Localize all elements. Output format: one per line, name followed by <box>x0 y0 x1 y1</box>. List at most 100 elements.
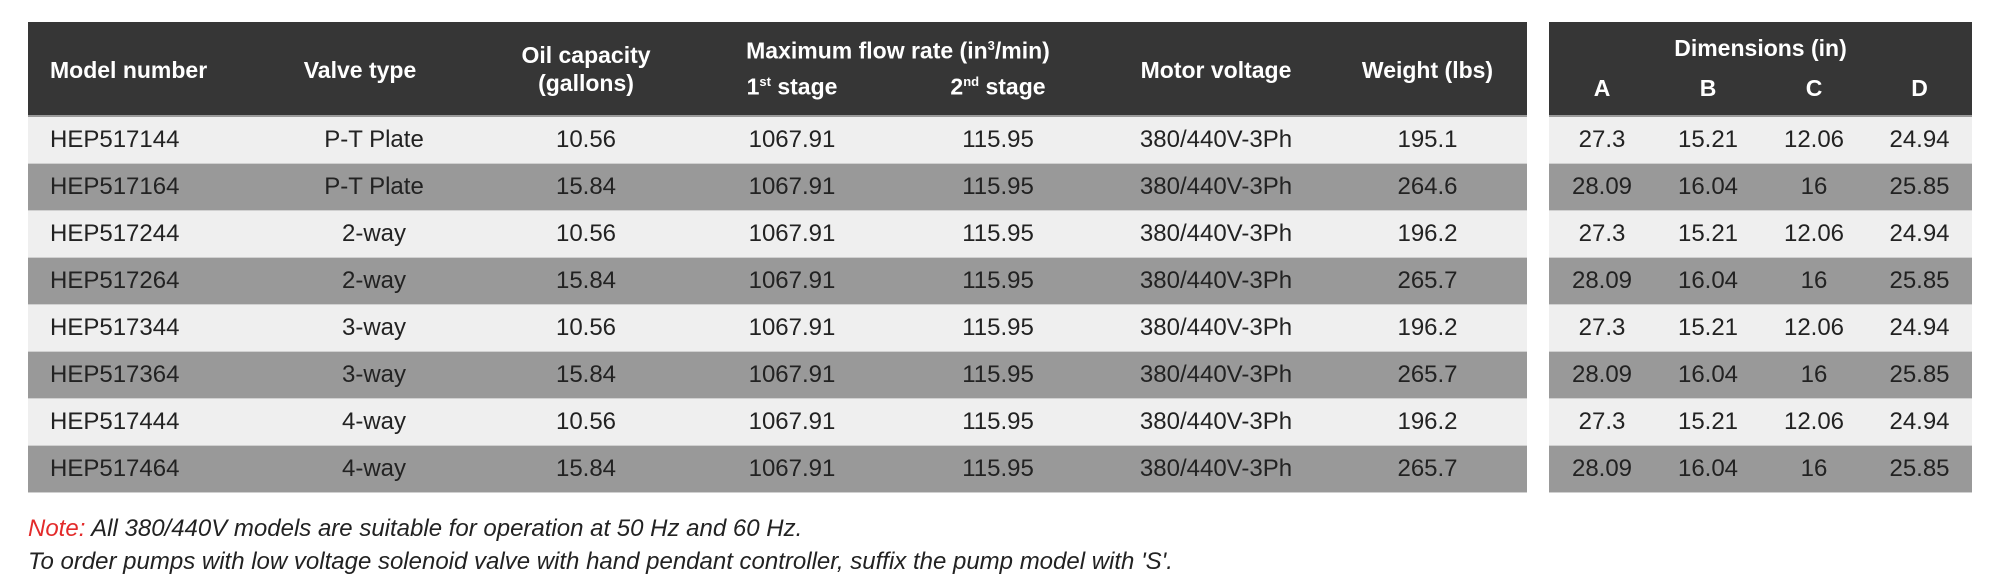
cell-dim-c: 12.06 <box>1783 126 1845 153</box>
cell-valve: 4-way <box>341 455 407 482</box>
dims-row: 28.09 16.04 16 25.85 <box>1549 352 1972 399</box>
cell-valve: 3-way <box>341 314 407 341</box>
cell-motor: 380/440V-3Ph <box>1139 361 1293 388</box>
dims-row: 27.3 15.21 12.06 24.94 <box>1549 211 1972 258</box>
cell-stage2: 115.95 <box>962 126 1034 153</box>
dims-col-d: D <box>1911 75 1928 101</box>
cell-dim-a: 27.3 <box>1578 126 1626 153</box>
cell-stage1: 1067.91 <box>748 267 836 294</box>
table-row: HEP517364 3-way 15.84 1067.91 115.95 380/440V… <box>28 352 1527 399</box>
cell-dim-d: 24.94 <box>1889 314 1950 341</box>
cell-motor: 380/440V-3Ph <box>1139 220 1293 247</box>
cell-model: HEP517244 <box>50 220 180 247</box>
note-line-1: Note: All 380/440V models are suitable f… <box>28 512 1173 545</box>
cell-dim-b: 15.21 <box>1677 126 1739 153</box>
header-model: Model number <box>50 57 208 83</box>
cell-dim-d: 24.94 <box>1889 408 1950 435</box>
dims-col-c: C <box>1805 75 1823 101</box>
table-row: HEP517344 3-way 10.56 1067.91 115.95 380/440V… <box>28 305 1527 352</box>
cell-stage2: 115.95 <box>962 220 1034 247</box>
cell-dim-a: 27.3 <box>1578 220 1626 247</box>
cell-dim-c: 16 <box>1800 361 1828 388</box>
cell-valve: 3-way <box>341 361 407 388</box>
cell-stage1: 1067.91 <box>748 455 836 482</box>
cell-motor: 380/440V-3Ph <box>1139 173 1293 200</box>
cell-stage1: 1067.91 <box>748 220 836 247</box>
cell-oil: 10.56 <box>555 408 617 435</box>
header-stage2: 2nd stage <box>892 68 1104 101</box>
cell-stage2: 115.95 <box>962 314 1034 341</box>
table-row: HEP517244 2-way 10.56 1067.91 115.95 380/440V… <box>28 211 1527 258</box>
cell-dim-b: 15.21 <box>1677 314 1739 341</box>
cell-weight: 196.2 <box>1397 314 1458 341</box>
dims-row: 27.3 15.21 12.06 24.94 <box>1549 305 1972 352</box>
cell-dim-c: 16 <box>1800 267 1828 294</box>
dims-col-b: B <box>1699 75 1717 101</box>
cell-dim-b: 16.04 <box>1677 173 1739 200</box>
cell-dim-a: 28.09 <box>1571 267 1633 294</box>
stage1-num: 1 <box>746 73 760 100</box>
cell-valve: 2-way <box>341 267 407 294</box>
cell-model: HEP517164 <box>50 173 180 200</box>
cell-valve: P-T Plate <box>324 126 424 153</box>
cell-dim-b: 15.21 <box>1677 220 1739 247</box>
cell-stage2: 115.95 <box>962 455 1034 482</box>
stage2-sup: nd <box>963 74 980 89</box>
dims-row: 27.3 15.21 12.06 24.94 <box>1549 399 1972 446</box>
cell-dim-d: 25.85 <box>1889 455 1950 482</box>
cell-stage2: 115.95 <box>962 173 1034 200</box>
header-weight: Weight (lbs) <box>1361 57 1494 83</box>
table-row: HEP517464 4-way 15.84 1067.91 115.95 380/440V… <box>28 446 1527 493</box>
cell-stage1: 1067.91 <box>748 314 836 341</box>
header-oil-line1: Oil capacity <box>521 42 651 68</box>
table-header: Model number Valve type Oil capacity (ga… <box>28 22 1527 117</box>
cell-valve: P-T Plate <box>324 173 424 200</box>
cell-dim-d: 25.85 <box>1889 173 1950 200</box>
cell-weight: 264.6 <box>1397 173 1458 200</box>
cell-dim-b: 16.04 <box>1677 361 1739 388</box>
cell-stage1: 1067.91 <box>748 173 836 200</box>
cell-dim-a: 27.3 <box>1578 314 1626 341</box>
note-line-2: To order pumps with low voltage solenoid… <box>28 548 1173 575</box>
note-label: Note: <box>28 515 86 542</box>
note-text-1: All 380/440V models are suitable for ope… <box>85 515 803 542</box>
cell-dim-c: 12.06 <box>1783 220 1845 247</box>
cell-dim-a: 28.09 <box>1571 455 1633 482</box>
cell-dim-c: 12.06 <box>1783 408 1845 435</box>
cell-model: HEP517144 <box>50 126 180 153</box>
cell-weight: 196.2 <box>1397 220 1458 247</box>
cell-dim-c: 12.06 <box>1783 314 1845 341</box>
cell-dim-d: 25.85 <box>1889 361 1950 388</box>
dims-header: Dimensions (in) A B C D <box>1549 22 1972 117</box>
header-flow-title: Maximum flow rate (in <box>746 37 988 64</box>
dims-row: 28.09 16.04 16 25.85 <box>1549 446 1972 493</box>
header-oil: Oil capacity (gallons) <box>480 41 692 97</box>
cell-oil: 15.84 <box>555 455 617 482</box>
cell-weight: 265.7 <box>1397 267 1458 294</box>
table-row: HEP517144 P-T Plate 10.56 1067.91 115.95 380/… <box>28 117 1527 164</box>
notes: Note: All 380/440V models are suitable f… <box>28 512 1173 578</box>
header-flow: Maximum flow rate (in3/min) <box>692 32 1104 65</box>
dims-col-a: A <box>1593 75 1611 101</box>
stage2-num: 2 <box>950 73 964 100</box>
cell-dim-b: 15.21 <box>1677 408 1739 435</box>
cell-motor: 380/440V-3Ph <box>1139 314 1293 341</box>
cell-oil: 10.56 <box>555 314 617 341</box>
cell-oil: 10.56 <box>555 220 617 247</box>
cell-model: HEP517344 <box>50 314 180 341</box>
cell-dim-d: 24.94 <box>1889 220 1950 247</box>
dims-row: 27.3 15.21 12.06 24.94 <box>1549 117 1972 164</box>
cell-stage1: 1067.91 <box>748 408 836 435</box>
dimensions-table: Dimensions (in) A B C D 27.3 15.21 12.06 24… <box>1549 22 1972 493</box>
stage2-label: stage <box>979 73 1046 100</box>
cell-stage1: 1067.91 <box>748 361 836 388</box>
header-stage1: 1st stage <box>692 68 892 101</box>
dims-row: 28.09 16.04 16 25.85 <box>1549 258 1972 305</box>
cell-weight: 265.7 <box>1397 455 1458 482</box>
cell-model: HEP517464 <box>50 455 180 482</box>
cell-valve: 2-way <box>341 220 407 247</box>
cell-weight: 196.2 <box>1397 408 1458 435</box>
cell-weight: 265.7 <box>1397 361 1458 388</box>
cell-stage1: 1067.91 <box>748 126 836 153</box>
cell-dim-b: 16.04 <box>1677 455 1739 482</box>
